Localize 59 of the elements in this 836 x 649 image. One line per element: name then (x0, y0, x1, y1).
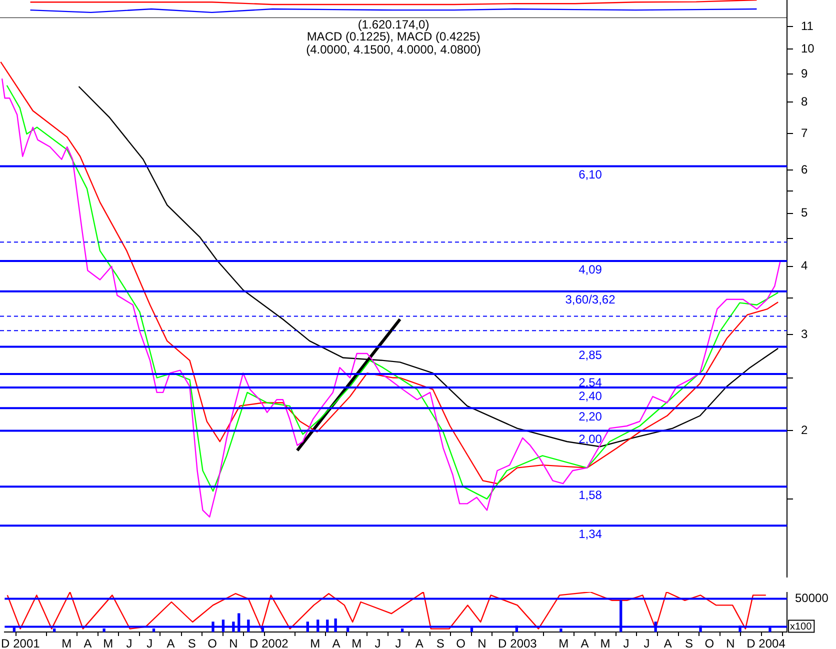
ref-line-label: 4,09 (578, 262, 602, 276)
x-tick-label: S (436, 636, 444, 649)
x-tick-label: S (188, 636, 196, 649)
x-tick-label: A (166, 636, 175, 649)
x-tick-label: O (456, 636, 466, 649)
x-tick-label: 2002 (262, 636, 289, 649)
x-tick-label: M (103, 636, 114, 649)
x-tick-label: M (352, 636, 362, 649)
x-tick-label: J (395, 636, 402, 649)
ref-line-label: 6,10 (578, 168, 602, 182)
x-tick-label: O (208, 636, 217, 649)
x-tick-label: M (600, 636, 610, 649)
x-tick-label: 2003 (510, 636, 538, 649)
ref-line-label: 1,34 (578, 526, 602, 541)
y-tick-label: 7 (801, 126, 808, 140)
x-tick-label: 2004 (758, 636, 786, 649)
y-tick-label: 5 (801, 206, 808, 220)
text: x100 (790, 622, 812, 633)
text: (4.0000, 4.1500, 4.0000, 4.0800) (306, 42, 481, 56)
ref-line-label: 1,58 (578, 488, 602, 502)
ref-line-label: 2,00 (578, 432, 602, 446)
x-tick-label: M (310, 636, 320, 649)
x-tick-label: D (250, 636, 259, 649)
x-tick-label: D (498, 636, 508, 649)
x-tick-label: D (746, 636, 756, 649)
y-tick-label: 3 (801, 326, 808, 341)
y-tick-label: 2 (801, 423, 808, 438)
y-tick-label: 6 (801, 162, 808, 177)
ref-line-label: 2,40 (578, 388, 602, 403)
x-tick-label: J (146, 636, 153, 649)
y-tick-label: 10 (801, 41, 815, 56)
x-tick-label: A (664, 636, 672, 649)
ref-line-label: 2,85 (578, 348, 602, 362)
x-tick-label: A (332, 636, 340, 649)
annotation: (1.620.174,0) (358, 17, 430, 32)
x-tick-label: D (0, 636, 10, 649)
y-tick-label: 11 (801, 18, 814, 33)
x-tick-label: M (558, 636, 569, 649)
x-tick-label: J (644, 636, 650, 649)
x-tick-label: N (229, 636, 238, 649)
x-tick-label: A (84, 636, 92, 649)
x-tick-label: 2001 (13, 636, 40, 649)
ref-line-label: 2,20 (578, 409, 602, 424)
x-tick-label: A (415, 636, 424, 649)
y-tick-label: 8 (801, 94, 808, 108)
x-tick-label: N (726, 636, 735, 649)
x-tick-label: J (126, 636, 132, 649)
y-tick-label: 9 (801, 66, 808, 80)
x-tick-label: A (580, 636, 589, 649)
x-tick-label: O (704, 636, 714, 649)
x-tick-label: J (623, 636, 630, 649)
x-tick-label: N (478, 636, 486, 649)
ref-line-label: 2,54 (578, 375, 602, 390)
x-tick-label: S (684, 636, 693, 649)
x-tick-label: M (62, 636, 72, 649)
text: 50000 (795, 591, 829, 606)
x-tick-label: J (374, 636, 381, 649)
y-tick-label: 4 (801, 258, 808, 273)
ref-line-label: 3,60/3,62 (565, 292, 616, 307)
